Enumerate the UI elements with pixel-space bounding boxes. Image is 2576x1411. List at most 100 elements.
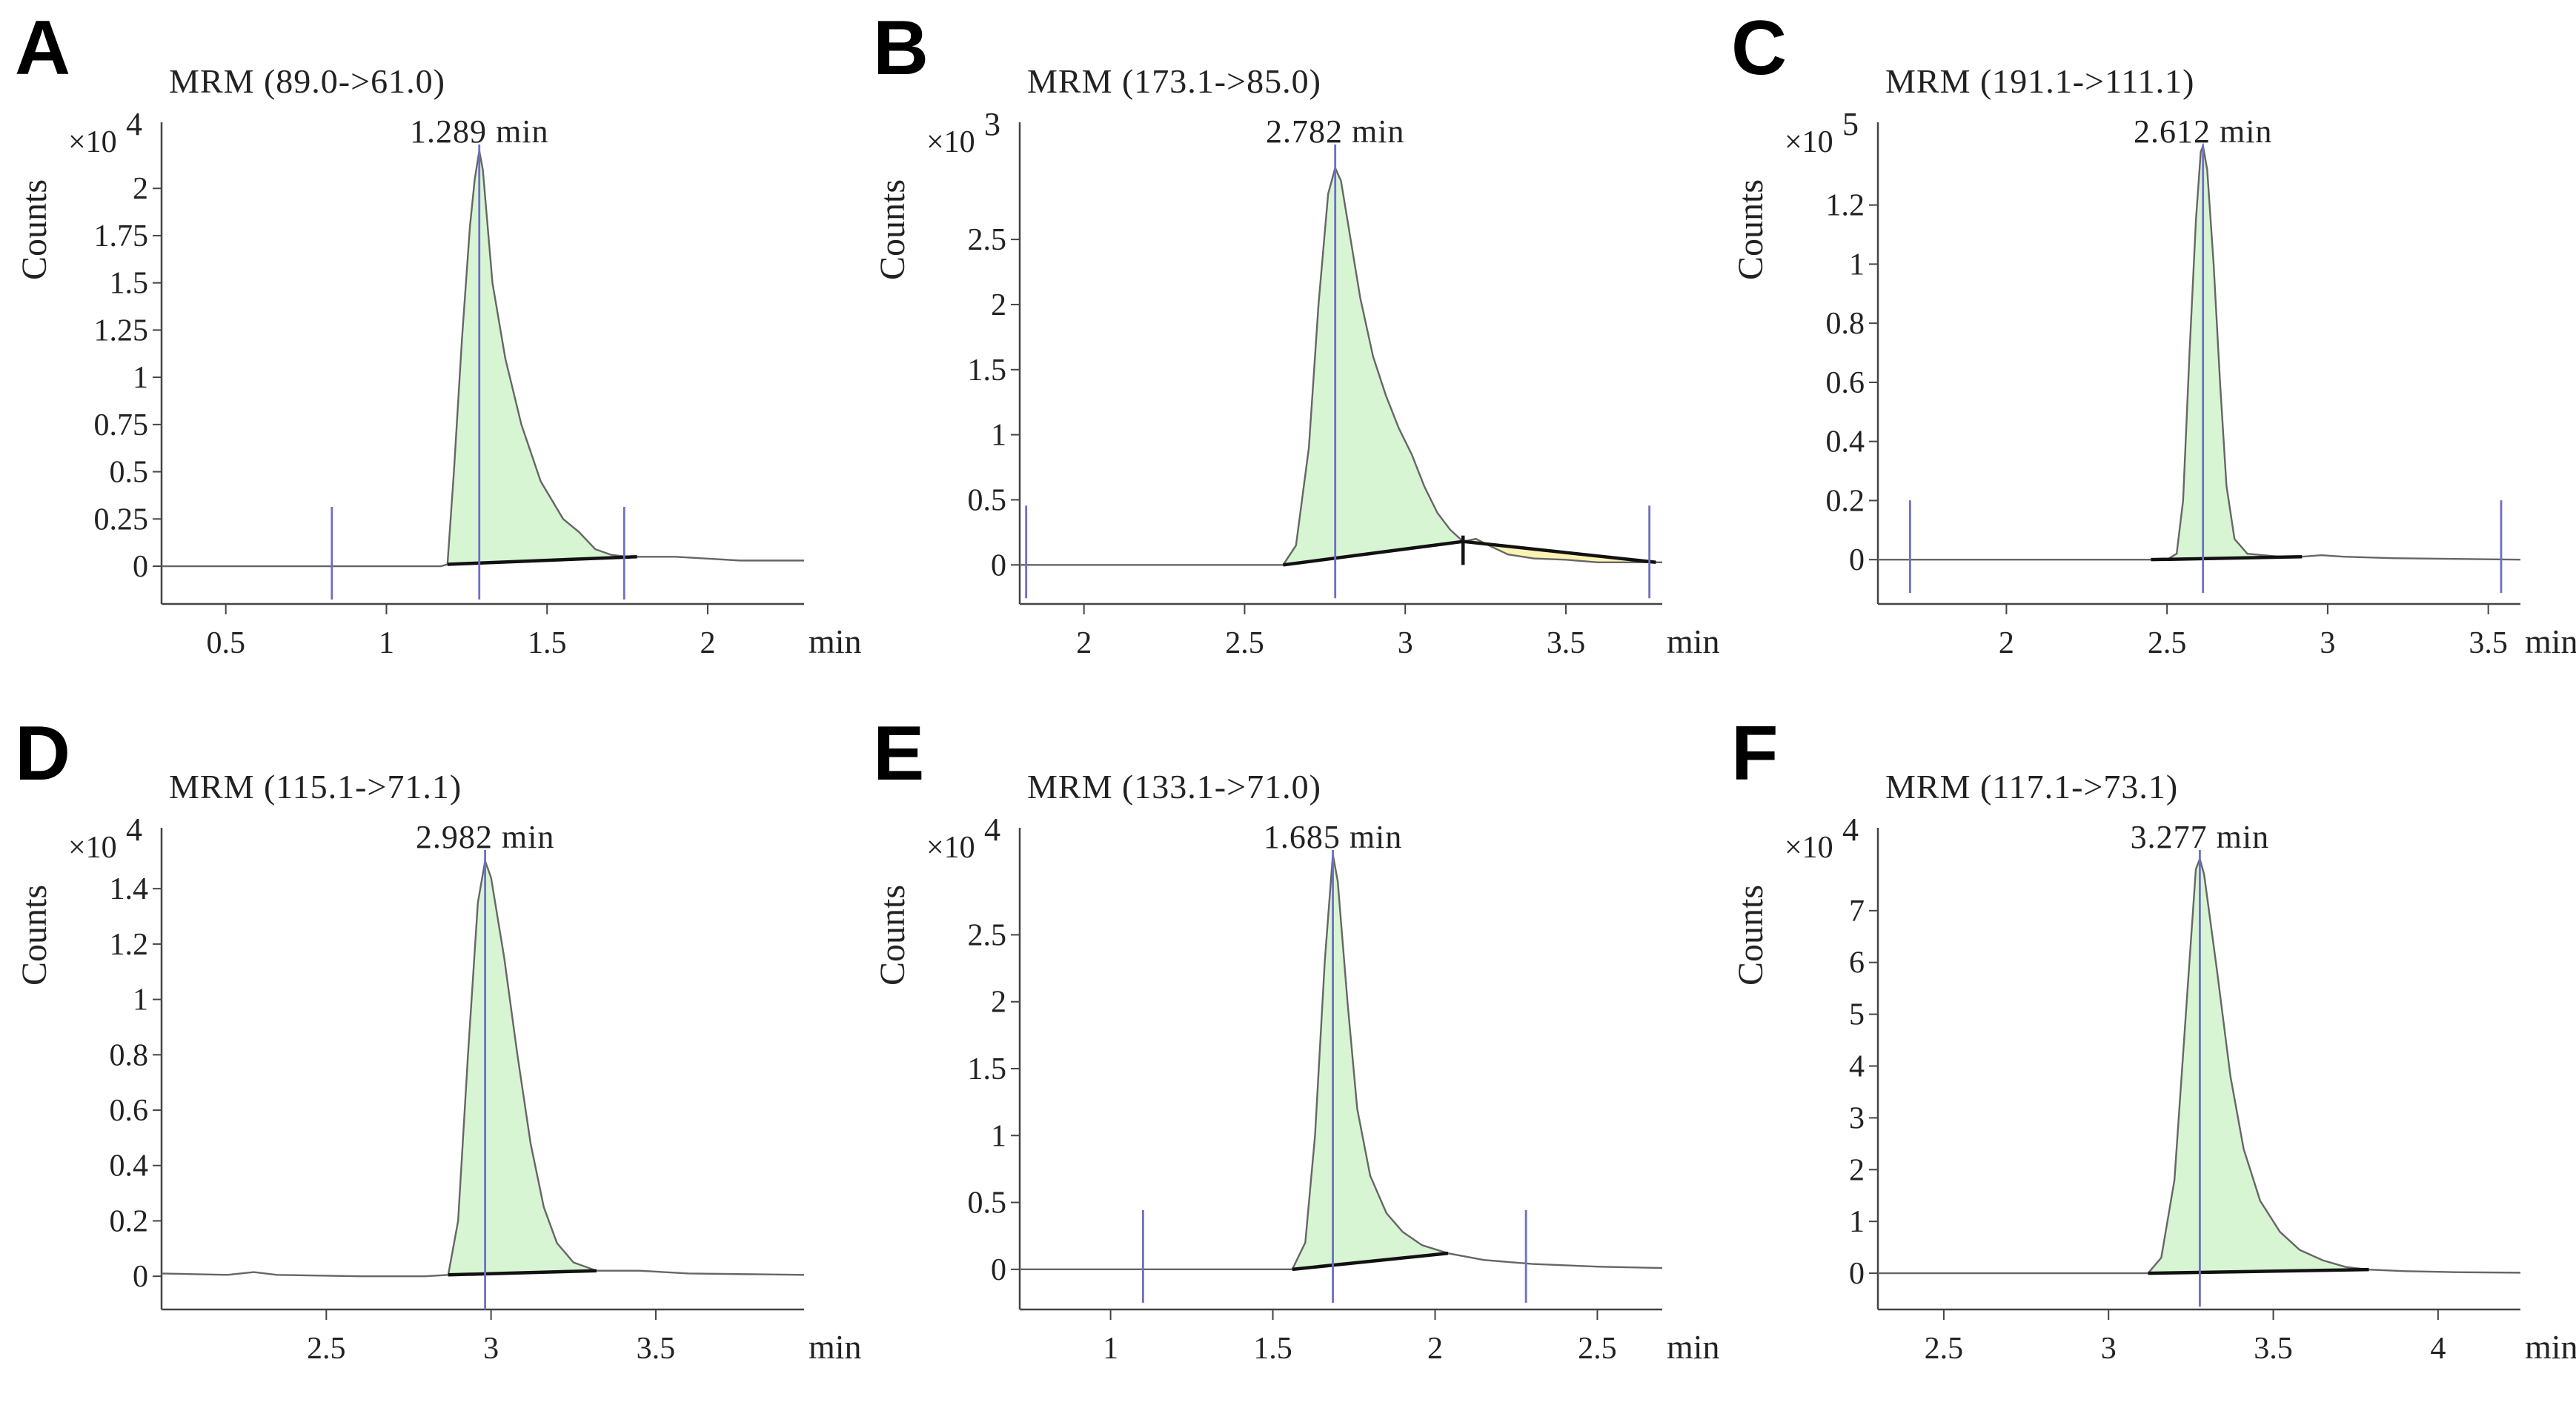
y-tick-label: 1.5: [968, 1052, 1007, 1086]
y-tick-label: 1: [133, 361, 148, 395]
chart-title: MRM (191.1->111.1): [1885, 62, 2194, 100]
y-tick-label: 1: [1849, 248, 1865, 282]
x-tick-label: 2.5: [1225, 626, 1264, 660]
chromatogram-d: D MRM (115.1->71.1) Counts ×10 4 0 0.2 0.4 0.6 0.…: [15, 711, 862, 1366]
y-axis-label: Counts: [15, 179, 54, 280]
y-tick-label: 0: [133, 1260, 148, 1294]
panel-letter: E: [873, 711, 924, 797]
chart-title: MRM (133.1->71.0): [1027, 768, 1321, 806]
x-tick-label: 3.5: [637, 1332, 676, 1366]
integration-baseline: [1462, 540, 1656, 565]
panel-letter: F: [1731, 711, 1779, 797]
y-tick-label: 0.4: [110, 1149, 149, 1183]
y-multiplier-exponent: 4: [126, 811, 142, 848]
x-tick-label: 3: [2101, 1332, 2117, 1366]
y-tick-label: 7: [1849, 894, 1865, 929]
y-tick-label: 2: [991, 288, 1006, 322]
integration-baseline: [448, 1269, 597, 1277]
x-tick-label: 3.5: [2254, 1332, 2293, 1366]
chromatogram-trace: [161, 857, 805, 1278]
y-multiplier-label: ×10: [926, 125, 975, 159]
chart-panel-e: E MRM (133.1->71.0) Counts ×10 4 0 0.5 1 1.5 2 2.5…: [858, 706, 1720, 1411]
panel-letter: C: [1731, 5, 1787, 91]
x-axis-unit: min: [2525, 622, 2576, 660]
y-tick-label: 2: [1849, 1153, 1865, 1187]
x-tick-label: 3: [483, 1332, 499, 1366]
y-tick-label: 6: [1849, 946, 1865, 980]
chart-panel-f: F MRM (117.1->73.1) Counts ×10 4 0 1 2 3 4 5 6 7 2.5 3…: [1716, 706, 2576, 1411]
y-tick-label: 0.4: [1826, 425, 1865, 459]
x-tick-label: 1.5: [1253, 1332, 1292, 1366]
y-axis-label: Counts: [1731, 179, 1770, 280]
chart-panel-b: B MRM (173.1->85.0) Counts ×10 3 0 0.5 1 1.5 2 2.5…: [858, 0, 1720, 706]
chromatogram-trace: [1878, 142, 2521, 561]
chromatogram-b: B MRM (173.1->85.0) Counts ×10 3 0 0.5 1 1.5 2 2.5…: [873, 5, 1720, 660]
x-tick-label: 0.5: [206, 626, 245, 660]
y-tick-label: 1.5: [968, 353, 1007, 388]
y-axis-label: Counts: [873, 885, 912, 986]
y-tick-label: 1.25: [94, 313, 149, 348]
y-tick-label: 1.4: [110, 872, 149, 906]
y-multiplier-exponent: 4: [126, 106, 142, 142]
peak-area-fill: [447, 150, 637, 565]
y-multiplier-exponent: 5: [1842, 106, 1859, 142]
x-tick-label: 3: [1398, 626, 1413, 660]
y-multiplier-label: ×10: [68, 125, 117, 159]
y-multiplier-exponent: 4: [984, 811, 1000, 848]
x-tick-label: 3.5: [2469, 626, 2508, 660]
y-multiplier-exponent: 3: [984, 106, 1000, 142]
y-tick-label: 0.6: [1826, 366, 1865, 400]
chromatogram-c: C MRM (191.1->111.1) Counts ×10 5 0 0.2 0.4 0.6 0…: [1731, 5, 2576, 660]
y-multiplier-label: ×10: [1785, 125, 1833, 159]
y-tick-label: 3: [1849, 1101, 1865, 1135]
peak-area-fill: [1292, 854, 1448, 1269]
integration-baseline: [2151, 554, 2303, 562]
y-tick-label: 0.2: [1826, 484, 1865, 518]
x-tick-label: 2.5: [2148, 626, 2187, 660]
y-axis-label: Counts: [15, 885, 54, 986]
y-multiplier-label: ×10: [1785, 831, 1833, 865]
chart-panel-a: A MRM (89.0->61.0) Counts ×10 4 0 0.25 0.5 0.75 1…: [0, 0, 862, 706]
chart-title: MRM (89.0->61.0): [169, 62, 445, 100]
chart-panel-c: C MRM (191.1->111.1) Counts ×10 5 0 0.2 0.4 0.6 0…: [1716, 0, 2576, 706]
y-tick-label: 0.6: [110, 1094, 149, 1128]
y-multiplier-label: ×10: [68, 831, 117, 865]
y-axis-label: Counts: [873, 179, 912, 280]
chart-panel-d: D MRM (115.1->71.1) Counts ×10 4 0 0.2 0.4 0.6 0.…: [0, 706, 862, 1411]
x-axis-unit: min: [809, 622, 862, 660]
chromatogram-trace: [1020, 165, 1662, 566]
y-tick-label: 1: [133, 983, 148, 1017]
chromatogram-f: F MRM (117.1->73.1) Counts ×10 4 0 1 2 3 4 5 6 7 2.5 3…: [1731, 711, 2576, 1366]
y-multiplier-label: ×10: [926, 831, 975, 865]
x-axis-unit: min: [809, 1328, 862, 1366]
y-tick-label: 1: [991, 419, 1006, 453]
x-tick-label: 2: [700, 626, 715, 660]
y-tick-label: 2: [133, 172, 148, 206]
integration-baseline: [1292, 1251, 1449, 1272]
peak-label: 3.277 min: [2131, 819, 2269, 855]
peak-area-fill: [2148, 858, 2369, 1274]
x-tick-label: 4: [2430, 1332, 2446, 1366]
x-tick-label: 2.5: [1925, 1332, 1964, 1366]
peak-label: 1.289 min: [410, 113, 548, 150]
chromatogram-trace: [1020, 854, 1663, 1271]
y-tick-label: 0: [991, 548, 1006, 582]
peak-area-fill: [2151, 145, 2303, 560]
y-tick-label: 0.8: [110, 1038, 149, 1072]
peak-label: 2.782 min: [1266, 113, 1404, 150]
y-multiplier-exponent: 4: [1842, 811, 1859, 848]
chart-title: MRM (173.1->85.0): [1027, 62, 1321, 100]
y-tick-label: 1.2: [110, 928, 149, 962]
y-tick-label: 0.25: [94, 502, 149, 537]
y-tick-label: 5: [1849, 998, 1865, 1032]
peak-label: 2.982 min: [416, 819, 554, 855]
y-tick-label: 0.8: [1826, 307, 1865, 341]
y-tick-label: 0.2: [110, 1204, 149, 1238]
x-tick-label: 2: [1999, 626, 2014, 660]
chart-title: MRM (115.1->71.1): [169, 768, 462, 806]
x-axis-unit: min: [2525, 1328, 2576, 1366]
y-tick-label: 1.5: [110, 267, 149, 301]
y-tick-label: 0: [1849, 543, 1865, 577]
peak-label: 2.612 min: [2134, 113, 2272, 150]
y-tick-label: 2.5: [968, 223, 1007, 257]
